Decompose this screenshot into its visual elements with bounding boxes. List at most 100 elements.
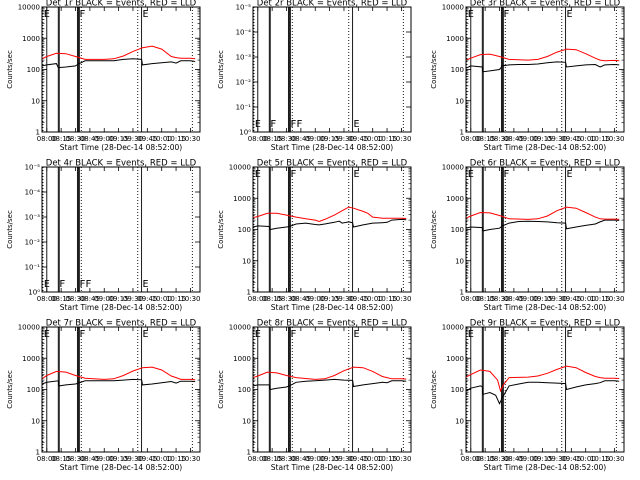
- x-tick-label: 09:15: [109, 135, 129, 143]
- x-tick-label: 09:30: [334, 295, 354, 303]
- lld-series-line: [41, 45, 196, 60]
- y-tick-label: 10⁰: [239, 129, 251, 137]
- plot-frame: [41, 6, 201, 133]
- events-series-line: [41, 58, 196, 69]
- events-series-line: [41, 378, 196, 387]
- x-tick-label: 09:15: [109, 455, 129, 463]
- y-tick-label: 100: [27, 66, 40, 74]
- y-tick-label: 1000: [446, 355, 464, 363]
- y-tick-label: 1: [460, 289, 464, 297]
- panel-title: Det 4r BLACK = Events, RED = LLD: [46, 159, 197, 169]
- x-tick-label: 08:00: [461, 135, 481, 143]
- flag-label: F: [270, 119, 276, 130]
- x-tick-label: 10:00: [152, 295, 172, 303]
- x-tick-label: 08:15: [51, 455, 71, 463]
- flag-label: E: [143, 329, 149, 340]
- x-tick-label: 08:00: [37, 295, 57, 303]
- panel-title: Det 2r BLACK = Events, RED = LLD: [257, 0, 408, 9]
- plot-frame: [465, 6, 625, 133]
- y-tick-label: 10000: [18, 324, 40, 332]
- y-tick-label: 10⁰: [28, 289, 40, 297]
- x-tick-label: 08:45: [504, 135, 524, 143]
- x-tick-label: 09:30: [547, 455, 567, 463]
- y-tick-label: 10000: [18, 4, 40, 12]
- plot-frame: [41, 166, 201, 293]
- events-series-line: [252, 378, 407, 391]
- x-tick-label: 08:30: [276, 295, 296, 303]
- flag-label: E: [255, 329, 261, 340]
- x-tick-label: 09:45: [561, 135, 581, 143]
- flag-label: E: [44, 329, 50, 340]
- y-tick-label: 1: [36, 449, 40, 457]
- y-tick-label: 10: [242, 257, 251, 265]
- y-tick-label: 100: [238, 386, 251, 394]
- x-tick-label: 10:15: [377, 135, 397, 143]
- flag-label: F: [503, 329, 509, 340]
- x-tick-label: 08:15: [262, 295, 282, 303]
- x-tick-label: 08:00: [461, 295, 481, 303]
- x-tick-label: 10:30: [391, 135, 411, 143]
- flag-label: E: [143, 279, 149, 290]
- x-tick-label: 10:30: [604, 295, 624, 303]
- x-tick-label: 09:45: [561, 455, 581, 463]
- x-tick-label: 10:30: [180, 135, 200, 143]
- y-tick-label: 10⁻¹: [25, 264, 41, 272]
- flag-label: F: [290, 329, 296, 340]
- flag-label: E: [44, 9, 50, 20]
- y-tick-label: 10000: [442, 324, 464, 332]
- flag-label: E: [567, 169, 573, 180]
- x-tick-label: 09:45: [137, 455, 157, 463]
- x-tick-label: 10:15: [377, 295, 397, 303]
- y-tick-label: 10⁻³: [25, 214, 41, 222]
- x-tick-label: 08:30: [489, 455, 509, 463]
- flag-label: E: [468, 329, 474, 340]
- x-tick-label: 08:00: [37, 135, 57, 143]
- x-tick-label: 09:15: [320, 135, 340, 143]
- x-tick-label: 10:15: [590, 295, 610, 303]
- panel-title: Det 6r BLACK = Events, RED = LLD: [470, 159, 621, 169]
- y-tick-label: 10000: [442, 164, 464, 172]
- x-tick-label: 08:45: [80, 455, 100, 463]
- x-axis-label: Start Time (28-Dec-14 08:52:00): [484, 143, 606, 152]
- x-tick-label: 09:00: [94, 455, 114, 463]
- x-tick-label: 09:30: [123, 135, 143, 143]
- flag-label: F: [79, 9, 85, 20]
- flag-label: F: [503, 169, 509, 180]
- lld-series-line: [465, 206, 620, 220]
- y-tick-label: 100: [451, 66, 464, 74]
- x-tick-label: 09:45: [348, 295, 368, 303]
- x-tick-label: 10:30: [180, 455, 200, 463]
- y-tick-label: 10⁻¹: [236, 104, 252, 112]
- x-tick-label: 09:15: [320, 455, 340, 463]
- x-tick-label: 10:00: [363, 135, 383, 143]
- x-tick-label: 08:45: [80, 135, 100, 143]
- flag-label: F: [59, 279, 65, 290]
- x-tick-label: 10:15: [166, 135, 186, 143]
- y-tick-label: 10: [242, 417, 251, 425]
- x-tick-label: 10:30: [604, 135, 624, 143]
- flag-label: E: [255, 119, 261, 130]
- x-tick-label: 10:30: [391, 295, 411, 303]
- x-tick-label: 08:45: [504, 295, 524, 303]
- flag-label: E: [567, 329, 573, 340]
- x-tick-label: 09:45: [348, 455, 368, 463]
- y-axis-label: Counts/sec: [6, 370, 14, 409]
- x-axis-label: Start Time (28-Dec-14 08:52:00): [60, 303, 182, 312]
- y-tick-label: 10000: [442, 4, 464, 12]
- x-tick-label: 09:15: [320, 295, 340, 303]
- flag-label: E: [567, 9, 573, 20]
- y-tick-label: 1000: [446, 35, 464, 43]
- flag-label: E: [468, 169, 474, 180]
- panel-title: Det 5r BLACK = Events, RED = LLD: [257, 159, 408, 169]
- x-tick-label: 08:30: [65, 135, 85, 143]
- x-tick-label: 09:00: [518, 455, 538, 463]
- y-tick-label: 10000: [229, 324, 251, 332]
- y-axis-label: Counts/sec: [217, 50, 225, 89]
- panel-title: Det 8r BLACK = Events, RED = LLD: [257, 319, 408, 329]
- y-tick-label: 10⁻²: [25, 239, 41, 247]
- x-tick-label: 09:45: [137, 295, 157, 303]
